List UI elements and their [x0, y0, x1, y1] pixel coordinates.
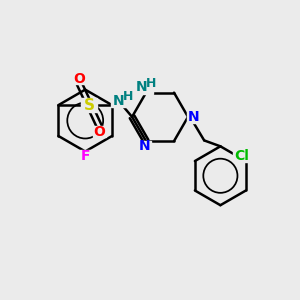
Text: O: O	[73, 72, 85, 86]
Text: N: N	[139, 140, 150, 153]
Bar	[72, 73, 86, 85]
Bar	[233, 150, 250, 162]
Text: F: F	[80, 149, 90, 163]
Text: Cl: Cl	[234, 149, 249, 163]
Text: H: H	[146, 77, 157, 90]
Text: H: H	[122, 90, 133, 104]
Text: N: N	[188, 110, 199, 124]
Bar	[81, 98, 98, 112]
Bar	[111, 94, 130, 107]
Bar	[79, 150, 92, 162]
Bar	[187, 111, 200, 123]
Text: N: N	[113, 94, 124, 108]
Text: O: O	[94, 124, 106, 139]
Bar	[93, 126, 106, 137]
Bar	[134, 81, 153, 94]
Text: S: S	[84, 98, 95, 112]
Bar	[138, 140, 151, 152]
Text: N: N	[136, 80, 147, 94]
